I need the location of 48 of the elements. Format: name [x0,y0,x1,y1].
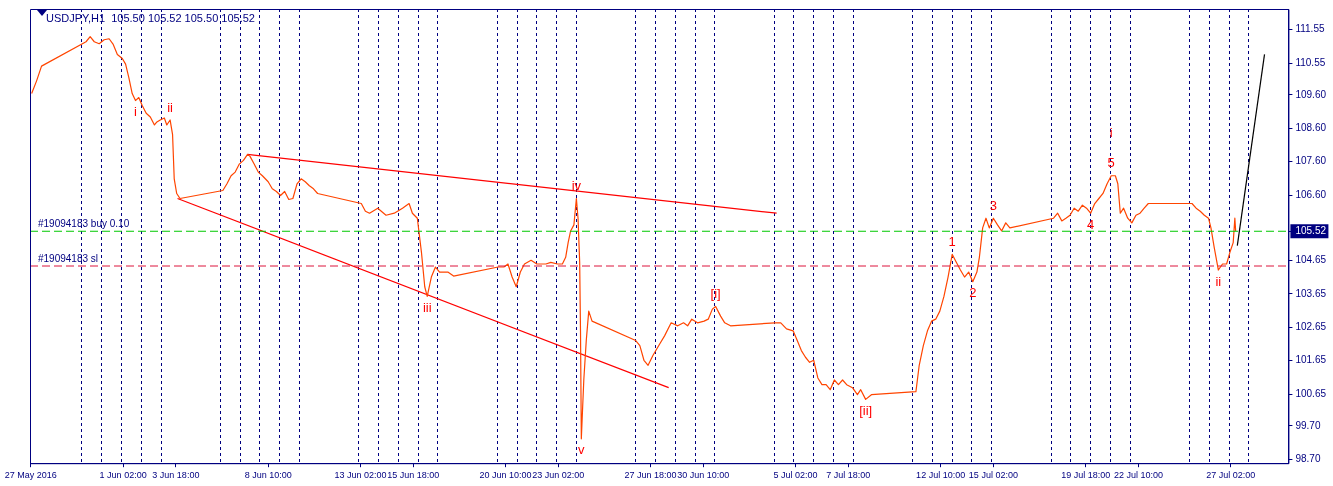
y-tick-label: 108.60 [1295,122,1327,134]
annotation: i [1109,125,1113,141]
x-tick-label: 13 Jun 02:00 [334,470,387,481]
annotation: ii [167,99,174,115]
y-tick-label: 99.70 [1295,419,1321,431]
x-tick-label: 22 Jul 10:00 [1113,470,1163,481]
y-tick-label: 105.52 [1295,225,1327,236]
chart-title: USDJPY,H1 105.50 105.52 105.50 105.52 [46,12,255,25]
annotation: i [134,104,138,120]
y-tick-label: 111.55 [1295,23,1325,35]
annotation: [i] [710,286,721,302]
y-tick-label: 107.60 [1295,155,1327,167]
x-tick-label: 8 Jun 10:00 [244,470,292,481]
x-tick-label: 20 Jun 10:00 [479,470,532,481]
annotation: [ii] [859,402,873,418]
x-tick-label: 12 Jul 10:00 [916,470,966,481]
x-tick-label: 3 Jun 18:00 [152,470,200,481]
x-tick-label: 27 May 2016 [4,470,57,481]
y-tick-label: 103.65 [1295,287,1327,299]
x-tick-label: 5 Jul 02:00 [773,470,818,481]
y-tick-label: 98.70 [1295,452,1321,464]
y-tick-label: 100.65 [1295,387,1327,399]
y-tick-label: 102.65 [1295,320,1327,332]
x-tick-label: 15 Jul 02:00 [968,470,1018,481]
x-tick-label: 27 Jun 18:00 [624,470,677,481]
ref-line-label: #19094183 buy 0.10 [38,218,130,229]
x-tick-label: 19 Jul 18:00 [1061,470,1111,481]
annotation: 2 [969,285,977,301]
annotation: v [578,442,586,458]
x-tick-label: 1 Jun 02:00 [99,470,147,481]
annotation: ii [1215,273,1222,289]
annotation: 3 [989,197,997,213]
y-tick-label: 101.65 [1295,354,1327,366]
x-tick-label: 27 Jul 02:00 [1206,470,1256,481]
annotation: 1 [948,233,956,249]
y-tick-label: 110.55 [1295,56,1326,68]
annotation: 4 [1087,216,1095,232]
annotation: 5 [1107,155,1115,171]
x-tick-label: 15 Jun 18:00 [387,470,440,481]
x-tick-label: 7 Jul 18:00 [826,470,871,481]
annotation: iv [571,178,582,194]
y-tick-label: 106.60 [1295,188,1327,200]
ref-line-label: #19094183 sl [38,252,99,264]
y-tick-label: 104.65 [1295,254,1327,266]
y-tick-label: 109.60 [1295,88,1327,100]
x-tick-label: 23 Jun 02:00 [532,470,585,481]
x-tick-label: 30 Jun 10:00 [677,470,730,481]
annotation: iii [422,300,432,315]
